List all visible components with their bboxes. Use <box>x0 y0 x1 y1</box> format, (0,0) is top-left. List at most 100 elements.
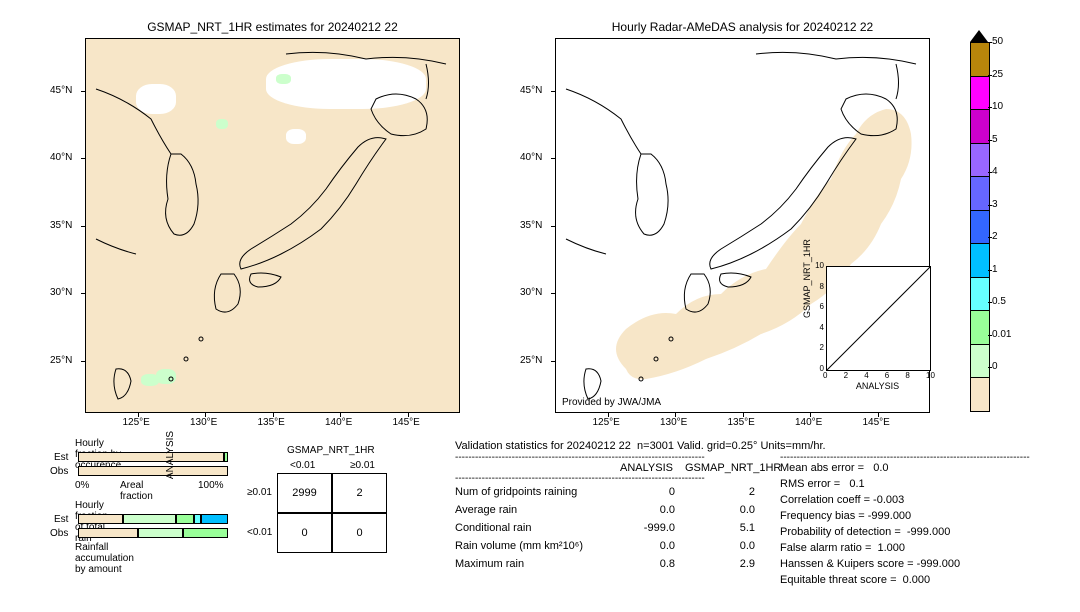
colorbar-segment <box>970 144 990 178</box>
contingency-cell-00: 2999 <box>277 473 332 513</box>
validation-row-label: Num of gridpoints raining <box>455 486 577 498</box>
validation-dash-2: ----------------------------------------… <box>455 473 765 484</box>
inset-xtick: 10 <box>926 371 935 380</box>
colorbar-tick: 0.5 <box>992 296 1006 307</box>
inset-ytick: 0 <box>812 364 824 373</box>
colorbar-segment <box>970 110 990 144</box>
validation-row-b: 2 <box>715 486 755 498</box>
map-ytick: 40°N <box>50 152 72 163</box>
validation-row-label: Rain volume (mm km²10⁶) <box>455 540 583 552</box>
validation-row-a: 0 <box>635 486 675 498</box>
hbar-segment <box>224 452 229 462</box>
validation-row-a: 0.0 <box>635 540 675 552</box>
colorbar-segment <box>970 311 990 345</box>
map-ytick: 45°N <box>520 85 542 96</box>
colorbar-tick: 0.01 <box>992 329 1011 340</box>
contingency-header: GSMAP_NRT_1HR <box>287 445 375 456</box>
hbar-segment <box>201 514 228 524</box>
validation-row-label: Conditional rain <box>455 522 531 534</box>
totalrain-accum: Rainfall accumulation by amount <box>75 542 134 575</box>
colorbar-tick: 0 <box>992 361 998 372</box>
contingency-col0: <0.01 <box>290 460 315 471</box>
validation-stat: Probability of detection = -999.000 <box>780 526 950 538</box>
contingency-cell-11: 0 <box>332 513 387 553</box>
inset-ytick: 4 <box>812 323 824 332</box>
hbar-segment <box>78 514 123 524</box>
colorbar-tick: 1 <box>992 264 998 275</box>
colorbar-tick: 5 <box>992 134 998 145</box>
colorbar-tick: 4 <box>992 166 998 177</box>
colorbar-triangle <box>970 30 988 42</box>
map-ytick: 35°N <box>50 220 72 231</box>
colorbar-tick: 2 <box>992 231 998 242</box>
right-map-title: Hourly Radar-AMeDAS analysis for 2024021… <box>555 20 930 34</box>
inset-ytick: 8 <box>812 282 824 291</box>
inset-xtick: 2 <box>844 371 848 380</box>
hbar-segment <box>194 514 202 524</box>
inset-ylabel: GSMAP_NRT_1HR <box>802 239 812 318</box>
contingency-row1: <0.01 <box>247 527 272 538</box>
validation-stat: Hanssen & Kuipers score = -999.000 <box>780 558 960 570</box>
map-ytick: 25°N <box>50 355 72 366</box>
inset-ytick: 6 <box>812 302 824 311</box>
provided-by-label: Provided by JWA/JMA <box>562 397 661 408</box>
validation-row-label: Average rain <box>455 504 517 516</box>
colorbar-tick: 3 <box>992 199 998 210</box>
totalrain-row-est: Est <box>54 514 68 525</box>
hbar-segment <box>78 466 228 476</box>
validation-stat: False alarm ratio = 1.000 <box>780 542 905 554</box>
validation-row-label: Maximum rain <box>455 558 524 570</box>
right-map-panel: Provided by JWA/JMA00224466881010ANALYSI… <box>555 38 930 413</box>
map-ytick: 45°N <box>50 85 72 96</box>
validation-row-b: 0.0 <box>715 540 755 552</box>
map-ytick: 35°N <box>520 220 542 231</box>
validation-row-a: 0.0 <box>635 504 675 516</box>
validation-row-a: 0.8 <box>635 558 675 570</box>
colorbar-segment <box>970 278 990 312</box>
validation-stat: RMS error = 0.1 <box>780 478 865 490</box>
validation-stat: Mean abs error = 0.0 <box>780 462 889 474</box>
hbar-segment <box>78 452 224 462</box>
hbar-segment <box>138 528 183 538</box>
colorbar: 502510543210.50.010 <box>970 30 990 412</box>
coastline-svg <box>86 39 461 414</box>
map-xtick: 135°E <box>728 417 755 428</box>
hbar-segment <box>176 514 194 524</box>
colorbar-segment <box>970 345 990 379</box>
map-ytick: 25°N <box>520 355 542 366</box>
colorbar-segment <box>970 77 990 111</box>
inset-xtick: 6 <box>885 371 889 380</box>
colorbar-tick: 10 <box>992 101 1003 112</box>
map-xtick: 125°E <box>123 417 150 428</box>
inset-ytick: 10 <box>812 261 824 270</box>
colorbar-tick: 50 <box>992 36 1003 47</box>
occurrence-axis-1: Areal fraction <box>120 480 153 502</box>
inset-xtick: 4 <box>864 371 868 380</box>
map-xtick: 140°E <box>325 417 352 428</box>
colorbar-segment <box>970 211 990 245</box>
map-xtick: 135°E <box>258 417 285 428</box>
left-map-title: GSMAP_NRT_1HR estimates for 20240212 22 <box>85 20 460 34</box>
occurrence-axis-0: 0% <box>75 480 89 491</box>
validation-stat: Correlation coeff = -0.003 <box>780 494 904 506</box>
map-ytick: 30°N <box>520 287 542 298</box>
validation-row-b: 5.1 <box>715 522 755 534</box>
map-xtick: 130°E <box>660 417 687 428</box>
hbar-segment <box>123 514 176 524</box>
map-ytick: 30°N <box>50 287 72 298</box>
inset-ytick: 2 <box>812 343 824 352</box>
colorbar-segment <box>970 177 990 211</box>
colorbar-segment <box>970 378 990 412</box>
occurrence-row-est: Est <box>54 452 68 463</box>
validation-row-a: -999.0 <box>635 522 675 534</box>
inset-xlabel: ANALYSIS <box>826 381 929 391</box>
colorbar-tick: 25 <box>992 69 1003 80</box>
inset-scatter <box>826 266 931 371</box>
map-xtick: 130°E <box>190 417 217 428</box>
validation-header: Validation statistics for 20240212 22 n=… <box>455 440 826 452</box>
map-xtick: 145°E <box>863 417 890 428</box>
occurrence-axis-2: 100% <box>198 480 224 491</box>
hbar-segment <box>183 528 228 538</box>
contingency-col1: ≥0.01 <box>350 460 375 471</box>
inset-xtick: 8 <box>905 371 909 380</box>
